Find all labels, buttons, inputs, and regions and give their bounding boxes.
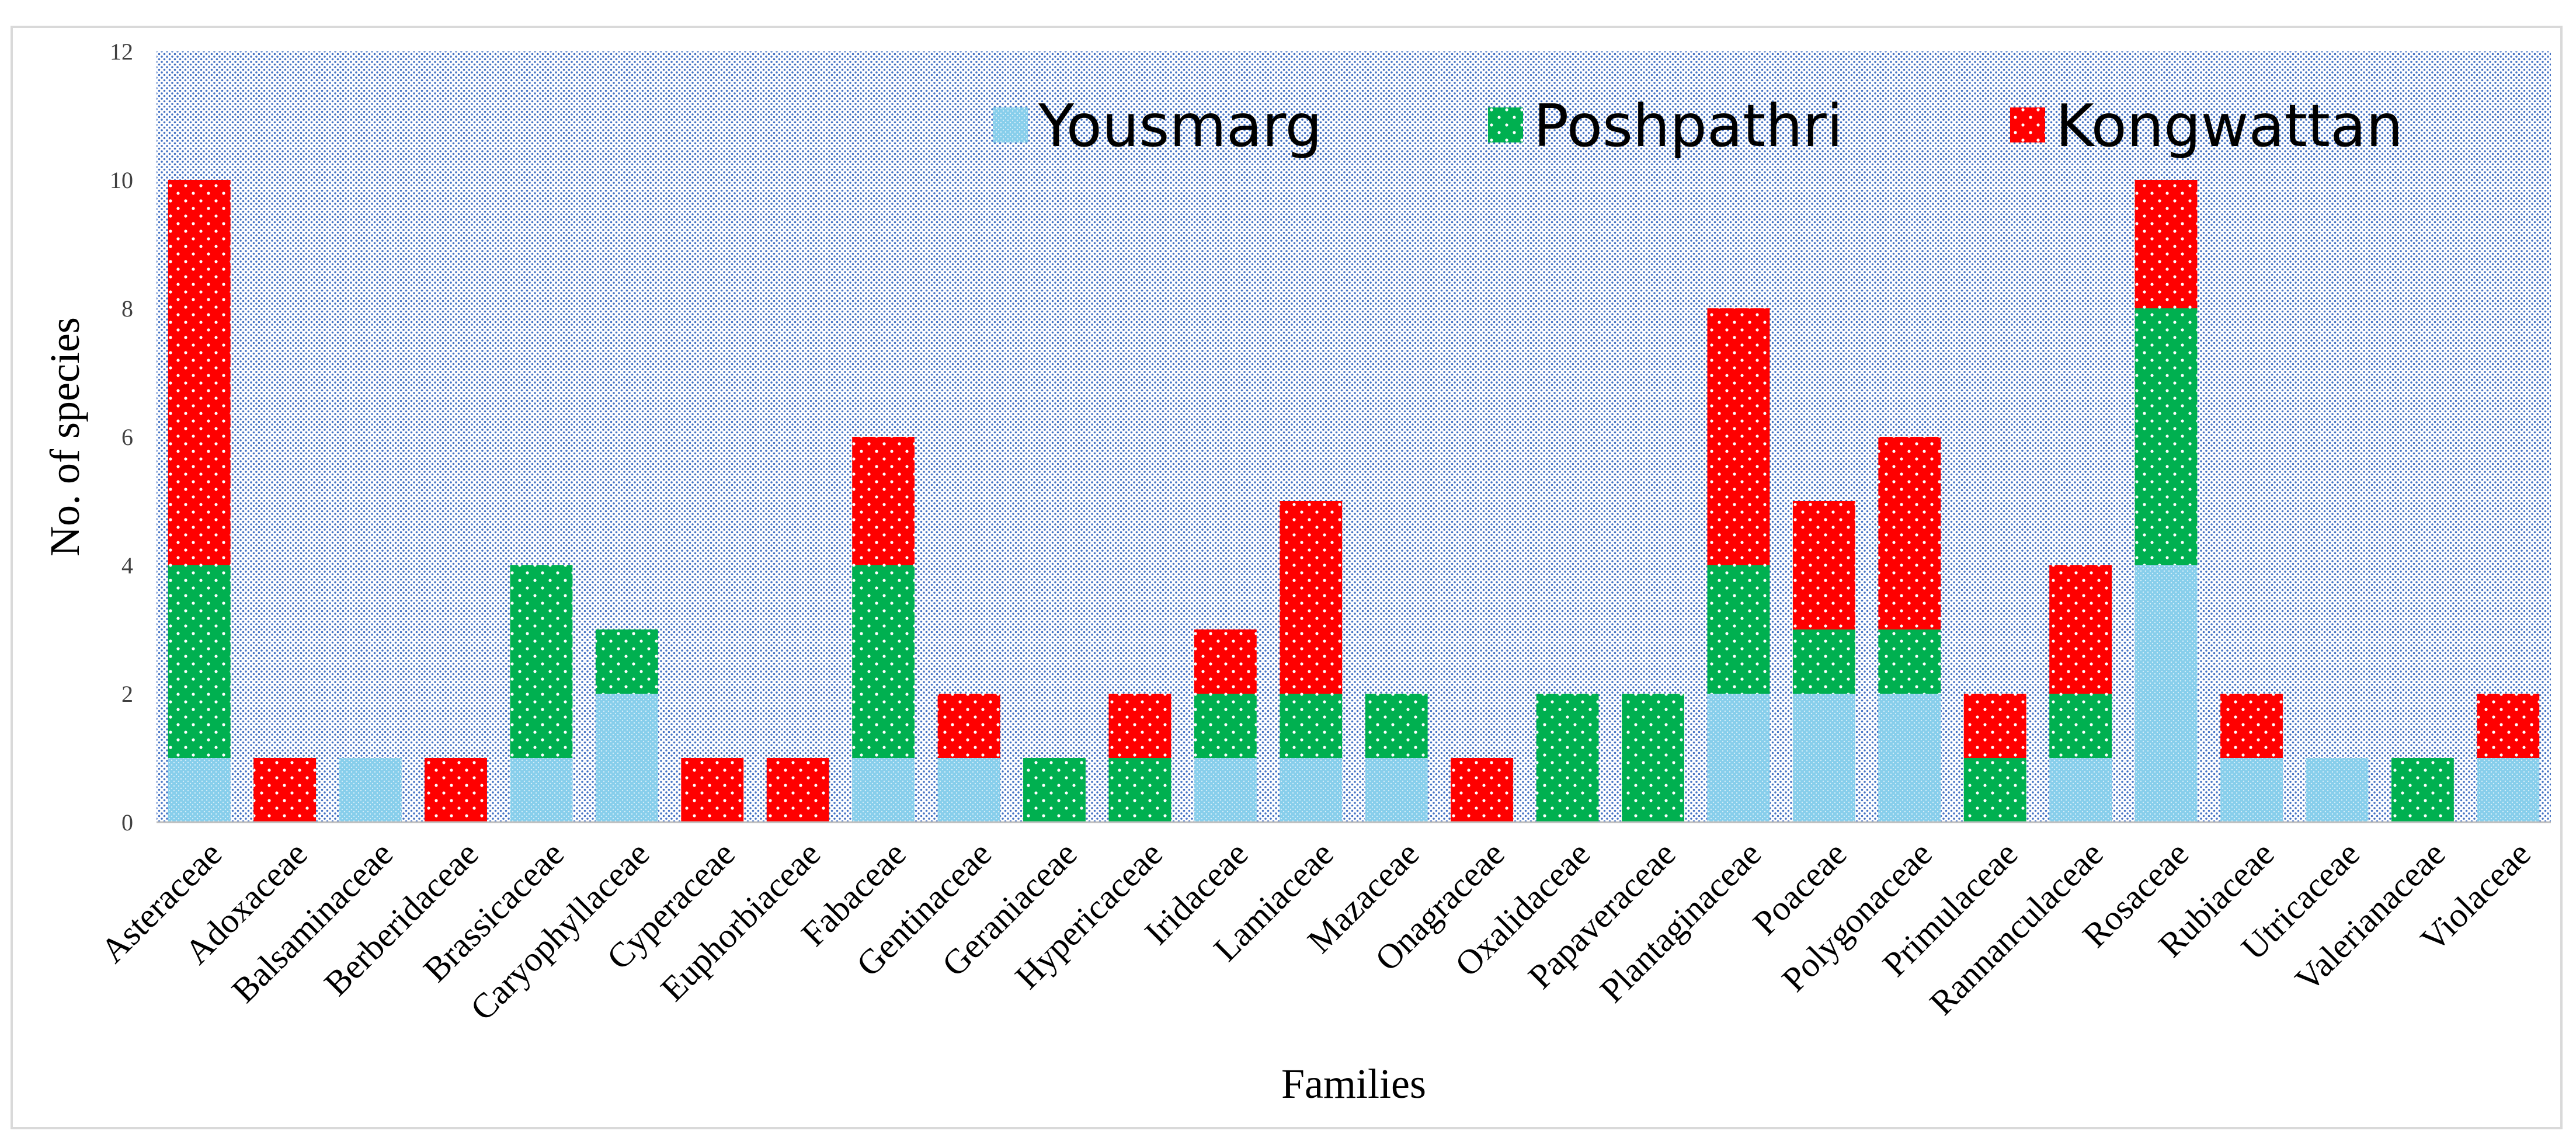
bar-yousmarg-plantaginaceae — [1707, 694, 1770, 822]
bar-kongwattan-lamiaceae — [1280, 501, 1343, 694]
bar-yousmarg-gentinaceae — [937, 758, 1000, 822]
y-tick-label: 4 — [121, 552, 133, 579]
bar-kongwattan-rannanculaceae — [2049, 565, 2112, 694]
bar-yousmarg-rosaceae — [2135, 565, 2198, 822]
bar-poshpathri-iridaceae — [1194, 694, 1257, 758]
y-tick-label: 6 — [121, 424, 133, 450]
bar-poshpathri-caryophyllaceae — [595, 629, 658, 694]
bar-yousmarg-balsaminaceae — [339, 758, 402, 822]
bar-kongwattan-iridaceae — [1194, 629, 1257, 694]
bar-kongwattan-cyperaceae — [681, 758, 744, 822]
legend-swatch-poshpathri — [1488, 107, 1523, 142]
bar-yousmarg-brassicaceae — [510, 758, 573, 822]
bar-yousmarg-rannanculaceae — [2049, 758, 2112, 822]
bar-yousmarg-mazaceae — [1365, 758, 1428, 822]
bar-poshpathri-poaceae — [1792, 629, 1855, 694]
bar-kongwattan-rosaceae — [2135, 180, 2198, 308]
bar-poshpathri-brassicaceae — [510, 565, 573, 758]
y-tick-label: 10 — [110, 167, 133, 193]
legend-label-poshpathri: Poshpathri — [1534, 92, 1843, 160]
y-tick-label: 0 — [121, 809, 133, 836]
bar-poshpathri-asteraceae — [168, 565, 231, 758]
bar-kongwattan-fabaceae — [852, 437, 915, 565]
legend-label-yousmarg: Yousmarg — [1038, 92, 1322, 160]
bar-kongwattan-gentinaceae — [937, 694, 1000, 758]
bar-kongwattan-primulaceae — [1963, 694, 2026, 758]
legend-label-kongwattan: Kongwattan — [2056, 92, 2403, 160]
bar-poshpathri-geraniaceae — [1023, 758, 1086, 822]
bar-poshpathri-rosaceae — [2135, 308, 2198, 565]
bar-kongwattan-rubiaceae — [2220, 694, 2283, 758]
bar-yousmarg-fabaceae — [852, 758, 915, 822]
bar-poshpathri-mazaceae — [1365, 694, 1428, 758]
bar-kongwattan-asteraceae — [168, 180, 231, 565]
bar-kongwattan-poaceae — [1792, 501, 1855, 629]
x-axis-title: Families — [1281, 1060, 1426, 1107]
bar-yousmarg-utricaceae — [2306, 758, 2369, 822]
bar-yousmarg-polygonaceae — [1878, 694, 1941, 822]
bars-group — [168, 180, 2540, 822]
bar-kongwattan-violaceae — [2477, 694, 2540, 758]
bar-kongwattan-hypericaceae — [1108, 694, 1171, 758]
bar-poshpathri-papaveraceae — [1622, 694, 1684, 822]
bar-yousmarg-violaceae — [2477, 758, 2540, 822]
y-axis: 0 2 4 6 8 10 12 — [110, 39, 133, 836]
bar-kongwattan-adoxaceae — [253, 758, 317, 822]
bar-yousmarg-asteraceae — [168, 758, 231, 822]
bar-poshpathri-plantaginaceae — [1707, 565, 1770, 694]
legend-swatch-yousmarg — [993, 107, 1028, 142]
bar-yousmarg-poaceae — [1792, 694, 1855, 822]
bar-poshpathri-rannanculaceae — [2049, 694, 2112, 758]
bar-kongwattan-polygonaceae — [1878, 437, 1941, 629]
bar-yousmarg-lamiaceae — [1280, 758, 1343, 822]
bar-poshpathri-primulaceae — [1963, 758, 2026, 822]
y-axis-title: No. of species — [41, 317, 88, 556]
bar-kongwattan-euphorbiaceae — [766, 758, 829, 822]
bar-poshpathri-valerianaceae — [2391, 758, 2454, 822]
x-axis: AsteraceaeAdoxaceaeBalsaminaceaeBerberid… — [93, 821, 2551, 1028]
legend-swatch-kongwattan — [2010, 107, 2045, 142]
bar-yousmarg-caryophyllaceae — [595, 694, 658, 822]
bar-poshpathri-oxalidaceae — [1536, 694, 1599, 822]
bar-kongwattan-onagraceae — [1451, 758, 1514, 822]
y-tick-label: 8 — [121, 295, 133, 322]
bar-kongwattan-plantaginaceae — [1707, 308, 1770, 565]
bar-poshpathri-fabaceae — [852, 565, 915, 758]
bar-yousmarg-rubiaceae — [2220, 758, 2283, 822]
y-tick-label: 2 — [121, 681, 133, 707]
y-tick-label: 12 — [110, 39, 133, 65]
bar-yousmarg-iridaceae — [1194, 758, 1257, 822]
legend: Yousmarg Poshpathri Kongwattan — [993, 92, 2403, 160]
bar-poshpathri-hypericaceae — [1108, 758, 1171, 822]
bar-kongwattan-berberidaceae — [425, 758, 487, 822]
bar-poshpathri-polygonaceae — [1878, 629, 1941, 694]
bar-poshpathri-lamiaceae — [1280, 694, 1343, 758]
